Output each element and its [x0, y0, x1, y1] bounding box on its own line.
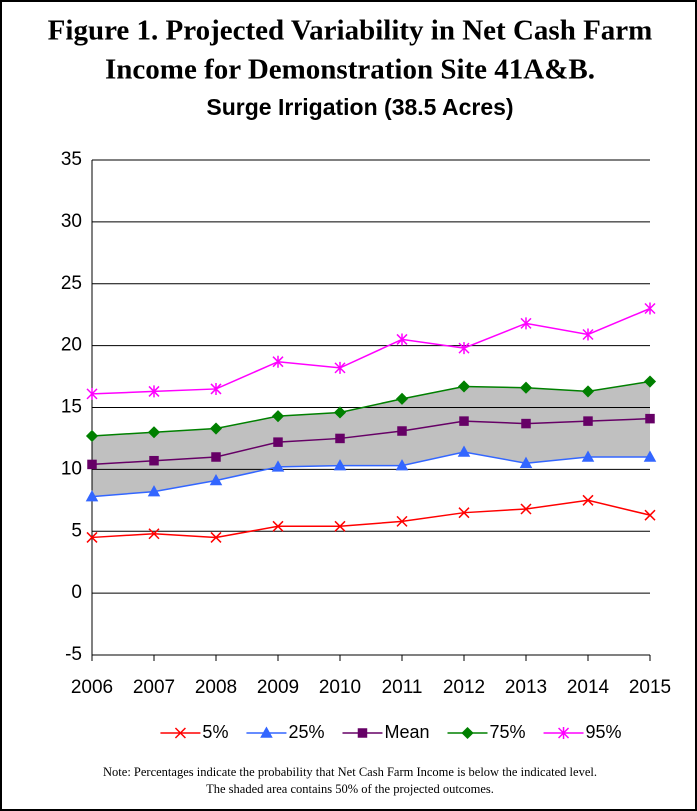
marker	[148, 528, 160, 540]
marker	[85, 490, 99, 502]
x-tick-label: 2015	[629, 677, 671, 698]
marker	[519, 456, 533, 468]
marker	[581, 450, 595, 462]
x-tick-label: 2006	[71, 677, 113, 698]
marker	[645, 413, 655, 424]
x-tick-label: 2013	[505, 677, 547, 698]
x-tick-label: 2007	[133, 677, 175, 698]
marker	[644, 509, 656, 521]
marker	[459, 416, 469, 426]
marker	[519, 381, 533, 394]
x-tick-label: 2014	[567, 677, 610, 698]
marker	[271, 410, 285, 423]
marker	[643, 375, 657, 388]
marker	[148, 385, 160, 398]
marker	[396, 515, 408, 527]
marker	[149, 455, 159, 466]
y-tick-label: 10	[61, 458, 82, 479]
marker	[333, 406, 347, 419]
marker	[582, 328, 594, 341]
marker	[209, 473, 223, 486]
marker	[583, 416, 593, 426]
marker	[272, 355, 284, 368]
x-tick-label: 2012	[443, 677, 485, 698]
marker	[272, 520, 284, 532]
marker	[85, 429, 99, 443]
marker	[174, 727, 186, 739]
marker	[520, 503, 532, 515]
marker	[357, 728, 368, 738]
marker	[558, 727, 570, 739]
x-tick-label: 2008	[195, 677, 237, 698]
legend-label: 95%	[586, 722, 622, 742]
marker	[87, 459, 97, 470]
marker	[86, 387, 98, 400]
x-tick-label: 2011	[382, 677, 423, 698]
y-tick-label: 5	[71, 520, 82, 541]
marker	[643, 450, 657, 462]
marker	[260, 726, 273, 738]
legend-label: 75%	[490, 722, 526, 742]
chart-title: Income for Demonstration Site 41A&B.	[105, 54, 595, 86]
x-tick-label: 2009	[257, 677, 299, 698]
marker	[395, 459, 409, 471]
legend-item: 5%	[160, 722, 228, 742]
legend-label: 5%	[202, 722, 228, 742]
marker	[458, 342, 470, 355]
marker	[333, 459, 347, 471]
legend: 5% 25% Mean 75% 95%	[160, 722, 622, 742]
series-line	[91, 380, 651, 437]
legend-item: Mean	[342, 722, 430, 742]
series-line	[91, 451, 650, 498]
legend-item: 75%	[447, 722, 526, 742]
y-tick-label: -5	[65, 644, 82, 665]
marker	[520, 317, 532, 330]
marker	[334, 361, 346, 374]
y-tick-label: 25	[61, 273, 82, 294]
marker	[458, 507, 470, 519]
series-line	[91, 417, 651, 466]
chart-title: Figure 1. Projected Variability in Net C…	[48, 15, 653, 47]
marker	[581, 385, 595, 398]
marker	[457, 445, 471, 457]
legend-label: 25%	[288, 722, 324, 742]
legend-item: 25%	[246, 722, 324, 742]
marker	[397, 426, 407, 436]
marker	[147, 426, 161, 439]
marker	[582, 494, 594, 506]
series-line	[91, 307, 651, 395]
marker	[644, 302, 656, 315]
series-line	[91, 499, 651, 539]
marker	[271, 460, 285, 472]
marker	[457, 380, 471, 393]
chart-subtitle: Surge Irrigation (38.5 Acres)	[206, 94, 513, 120]
marker	[210, 382, 222, 395]
y-tick-label: 35	[61, 149, 82, 170]
legend-item: 95%	[543, 722, 622, 742]
marker	[147, 485, 161, 497]
shaded-band	[92, 381, 650, 497]
legend-label: Mean	[384, 722, 429, 742]
marker	[86, 531, 98, 543]
y-tick-label: 15	[61, 397, 82, 418]
marker	[521, 418, 531, 429]
marker	[209, 422, 223, 435]
y-tick-label: 30	[61, 211, 82, 232]
marker	[210, 531, 222, 543]
marker	[335, 433, 345, 444]
marker	[334, 520, 346, 532]
marker	[211, 452, 221, 462]
note: The shaded area contains 50% of the proj…	[206, 782, 494, 796]
marker	[396, 333, 408, 346]
marker	[461, 726, 474, 740]
marker	[273, 437, 283, 447]
marker	[395, 392, 409, 405]
x-tick-label: 2010	[319, 677, 361, 698]
note: Note: Percentages indicate the probabili…	[103, 765, 597, 779]
y-tick-label: 20	[61, 335, 82, 356]
y-tick-label: 0	[71, 582, 82, 603]
